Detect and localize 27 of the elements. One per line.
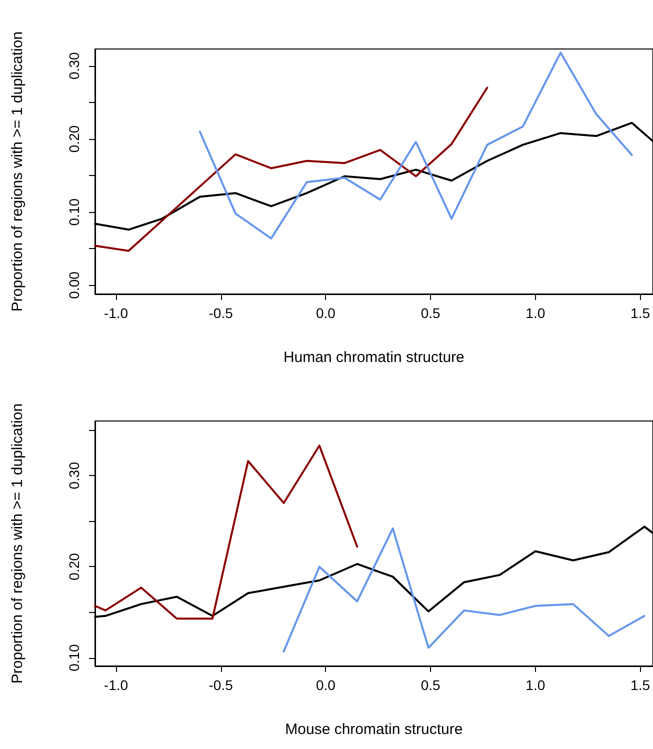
x-tick-label: 0.5 (420, 677, 440, 693)
line-series (94, 444, 358, 620)
x-tick-label: -1.0 (104, 305, 128, 321)
x-tick-label: 1.5 (630, 677, 650, 693)
y-tick-label: 0.30 (66, 52, 82, 80)
y-tick-label: 0.20 (66, 552, 82, 580)
x-tick-label: 1.5 (630, 305, 650, 321)
y-tick-label: 0.20 (66, 125, 82, 153)
x-tick-label: 0.0 (316, 677, 336, 693)
line-series (198, 52, 633, 240)
y-tick-label: 0.10 (66, 644, 82, 672)
y-tick-label: 0.30 (66, 462, 82, 490)
x-tick-label: 1.0 (526, 677, 546, 693)
y-axis-title: Proportion of regions with >= 1 duplication (9, 403, 26, 684)
x-axis-title: Human chromatin structure (283, 349, 464, 366)
x-tick-label: -0.5 (208, 305, 234, 321)
x-tick-label: 0.0 (316, 305, 336, 321)
x-axis-title: Mouse chromatin structure (285, 721, 463, 738)
x-tick-label: -0.5 (208, 677, 234, 693)
x-tick-label: 0.5 (420, 305, 440, 321)
line-series (282, 527, 646, 652)
y-tick-label: 0.10 (66, 198, 82, 226)
y-tick-label: 0.00 (66, 271, 82, 299)
x-tick-label: -1.0 (104, 677, 128, 693)
y-axis-title: Proportion of regions with >= 1 duplication (9, 31, 26, 312)
line-series (94, 86, 488, 252)
x-tick-label: 1.0 (526, 305, 546, 321)
